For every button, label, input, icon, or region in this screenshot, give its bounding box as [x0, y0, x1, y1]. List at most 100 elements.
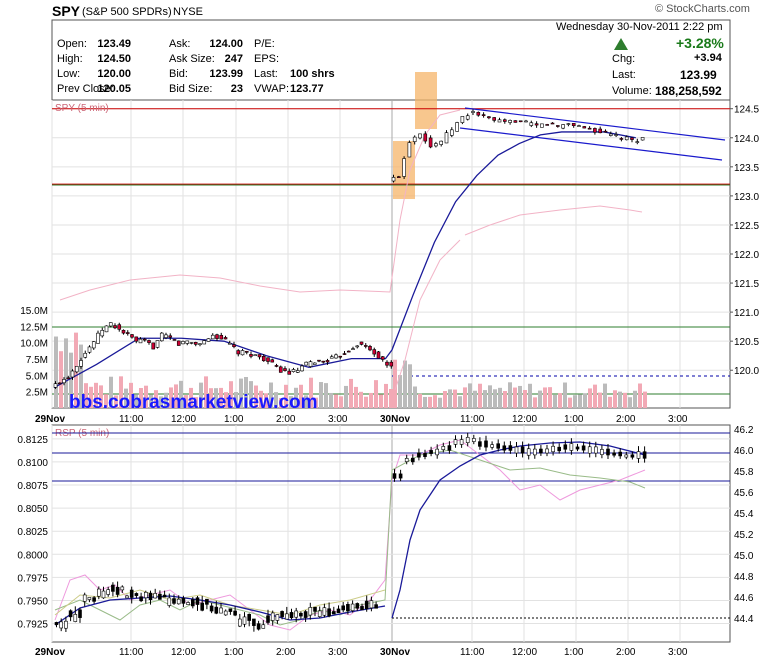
- rsp-left-tick-label: 0.8075: [17, 481, 48, 492]
- rsp-candle: [392, 473, 397, 479]
- candle-day1: [329, 356, 334, 359]
- volume-bar: [154, 390, 158, 408]
- volume-bar: [244, 377, 248, 408]
- volume-bar: [608, 396, 612, 408]
- candle-day1: [257, 354, 262, 358]
- candle-day1: [363, 345, 368, 347]
- volume-bar: [324, 383, 328, 408]
- candle-day1: [66, 377, 71, 380]
- candle-day1: [312, 362, 317, 365]
- volume-bar: [299, 384, 303, 408]
- volume-bar: [573, 395, 577, 408]
- rsp-candle: [606, 448, 610, 456]
- candle-day1: [83, 352, 88, 358]
- rsp-candle: [532, 448, 537, 456]
- candle-day2: [582, 126, 587, 129]
- rsp-left-tick-label: 0.8050: [17, 504, 48, 515]
- lower-band: [394, 239, 461, 391]
- candle-day1: [236, 350, 241, 355]
- rsp-candle: [59, 621, 64, 629]
- candle-day1: [368, 346, 372, 351]
- rsp-candle: [600, 449, 604, 455]
- rsp-candle: [261, 624, 266, 629]
- volume-bar: [209, 388, 213, 408]
- volume-bar: [254, 385, 258, 408]
- price-x-tick-label: 12:00: [512, 414, 537, 425]
- volume-bar: [583, 393, 587, 408]
- rsp-right-tick-label: 45.0: [734, 551, 754, 562]
- rsp-right-tick-label: 44.8: [734, 572, 754, 583]
- candle-day1: [147, 340, 151, 343]
- volume-bar: [398, 375, 402, 408]
- candle-day2: [418, 133, 422, 139]
- candle-day1: [172, 339, 177, 341]
- price-tick-label: 121.5: [734, 279, 759, 290]
- rsp-candle: [78, 609, 82, 618]
- volume-bar: [384, 383, 388, 408]
- candle-day2: [540, 123, 544, 128]
- trend-channel-lower: [459, 127, 723, 161]
- quote-cell: Last:: [254, 68, 278, 80]
- price-tick-label: 124.0: [734, 134, 759, 145]
- rsp-candle: [158, 593, 162, 600]
- candle-day1: [121, 329, 126, 334]
- volume-bar: [463, 387, 467, 408]
- rsp-candle: [447, 445, 452, 451]
- candle-day2: [471, 111, 475, 113]
- rsp-candle: [125, 595, 129, 599]
- candle-day1: [385, 361, 389, 366]
- candle-day1: [108, 322, 113, 327]
- rsp-candle: [219, 607, 223, 614]
- rsp-candle: [539, 448, 543, 454]
- rsp-candle: [355, 603, 360, 609]
- candle-day1: [57, 382, 62, 385]
- rsp-candle: [120, 586, 125, 591]
- candle-day1: [295, 370, 300, 373]
- rsp-candle: [195, 597, 200, 605]
- rsp-candle: [139, 596, 143, 602]
- rsp-candle: [153, 593, 157, 599]
- candle-day1: [155, 340, 160, 348]
- rsp-candle: [417, 452, 421, 458]
- volume-tick-label: 5.0M: [26, 371, 48, 382]
- candle-day2: [550, 122, 555, 125]
- candle-day1: [325, 360, 330, 363]
- volume-label: Volume:: [612, 85, 652, 97]
- rsp-left-tick-label: 0.8125: [17, 435, 48, 446]
- rsp-candle: [327, 608, 331, 617]
- candle-day1: [87, 346, 92, 353]
- volume-bar: [319, 382, 323, 408]
- candle-day1: [176, 340, 181, 346]
- candle-day2: [598, 128, 603, 134]
- volume-bar: [543, 387, 547, 408]
- candle-day2: [571, 123, 576, 126]
- rsp-candle: [618, 451, 623, 457]
- candle-day1: [113, 325, 117, 329]
- candle-day1: [53, 383, 58, 388]
- volume-bar: [623, 392, 627, 408]
- volume-bar: [503, 391, 507, 408]
- rsp-x-tick-label: 11:00: [460, 647, 485, 658]
- volume-bar: [189, 387, 193, 408]
- volume-bar: [638, 383, 642, 408]
- candle-day1: [270, 359, 275, 363]
- candle-day1: [206, 338, 211, 342]
- ticker-name: (S&P 500 SPDRs): [82, 6, 172, 18]
- quote-cell: Open:: [57, 38, 87, 50]
- trend-channel-upper: [464, 107, 726, 141]
- rsp-candle: [496, 443, 501, 449]
- rsp-candle: [303, 611, 308, 618]
- volume-bar: [284, 384, 288, 408]
- rsp-candle: [336, 608, 341, 614]
- rsp-candle: [526, 448, 531, 456]
- volume-bar: [59, 351, 63, 408]
- rsp-candle: [490, 444, 494, 448]
- candle-day1: [130, 334, 134, 338]
- rsp-candle: [247, 613, 251, 621]
- candle-day2: [614, 134, 618, 136]
- candle-day2: [635, 141, 640, 143]
- candle-day1: [380, 356, 385, 360]
- quote-cell: 23: [230, 83, 243, 95]
- quote-cell: Ask:: [169, 38, 191, 50]
- quote-cell: EPS:: [254, 53, 280, 65]
